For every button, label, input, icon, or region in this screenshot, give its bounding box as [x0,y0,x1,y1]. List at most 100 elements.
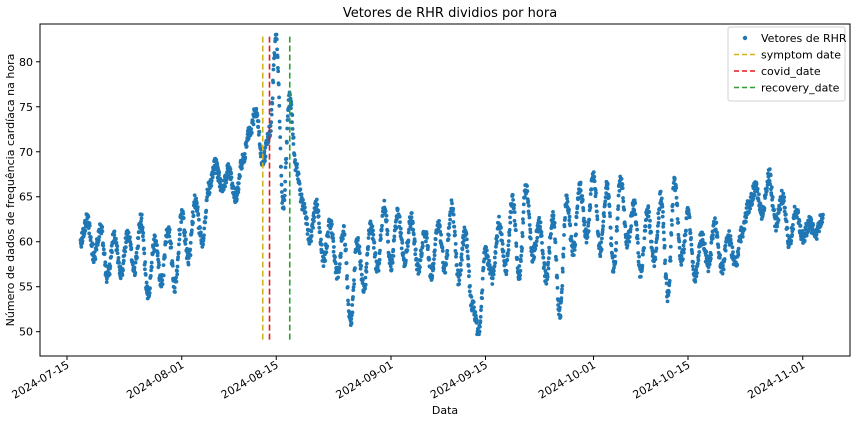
data-point [148,286,152,291]
data-point [290,132,295,137]
data-point [594,204,599,208]
data-point [798,223,803,228]
data-point [648,218,652,223]
data-point [142,251,147,256]
data-point [546,266,551,271]
data-point [350,303,355,307]
data-point [420,241,425,245]
data-point [392,234,397,239]
data-point [457,278,462,283]
data-point [670,202,675,207]
data-point [256,132,261,137]
data-point [537,215,542,220]
data-point [277,103,282,108]
data-point [141,238,146,243]
data-point [236,187,241,192]
data-point [688,228,692,232]
data-point [616,193,621,198]
data-point [542,265,546,269]
data-point [716,245,721,250]
data-point [182,233,187,238]
data-point [114,236,118,241]
data-point [170,263,175,268]
data-point [449,198,454,203]
data-point [495,239,499,244]
data-point [565,196,569,201]
data-point [87,231,92,236]
data-point [690,264,695,268]
data-point [756,198,761,203]
data-point [721,263,725,268]
data-point [464,232,469,236]
data-point [378,233,383,238]
data-point [506,239,511,244]
data-point [240,166,244,171]
data-point [177,237,182,242]
data-point [751,196,756,201]
data-point [373,251,378,255]
data-point [776,218,781,222]
data-point [519,259,523,263]
data-point [398,220,402,225]
data-point [224,180,229,185]
data-point [117,261,121,265]
data-point [617,189,622,193]
data-point [110,250,114,255]
data-point [249,130,254,135]
data-point [500,242,505,246]
data-point [528,227,533,232]
data-point [318,230,322,234]
data-point [364,261,369,266]
data-point [96,238,101,243]
data-point [149,260,154,265]
data-point [541,251,545,256]
data-point [686,208,691,213]
data-point [439,232,443,237]
data-point [601,219,606,224]
data-point [210,175,215,180]
data-point [586,220,591,225]
data-point [467,269,472,274]
legend-box [727,26,846,102]
data-point [274,32,279,37]
data-point [409,215,414,220]
data-point [625,243,630,248]
data-point [551,213,556,218]
data-point [764,189,769,194]
data-point [646,214,651,219]
data-point [493,261,497,265]
data-point [621,199,626,204]
data-point [301,198,305,202]
data-point [481,266,486,271]
data-point [447,222,452,226]
data-point [775,224,780,229]
data-point [744,215,749,220]
data-point [284,161,288,165]
data-point [642,246,646,250]
data-point [451,220,456,224]
data-point [331,236,335,241]
data-point [632,208,637,213]
data-point [633,212,638,217]
data-point [472,305,476,310]
data-point [643,224,648,229]
data-point [221,187,226,192]
data-point [507,233,512,237]
data-point [605,182,610,186]
data-point [601,224,605,229]
data-point [559,299,564,303]
data-point [336,275,340,280]
data-point [778,207,783,212]
data-point [243,155,248,160]
data-point [644,217,649,222]
data-point [378,248,382,253]
data-point [518,273,522,278]
data-point [492,269,496,273]
data-point [174,279,179,284]
data-point [687,215,692,220]
data-point [602,214,607,219]
data-point [115,247,119,252]
data-point [589,187,594,192]
data-point [326,230,330,235]
data-point [176,255,181,260]
